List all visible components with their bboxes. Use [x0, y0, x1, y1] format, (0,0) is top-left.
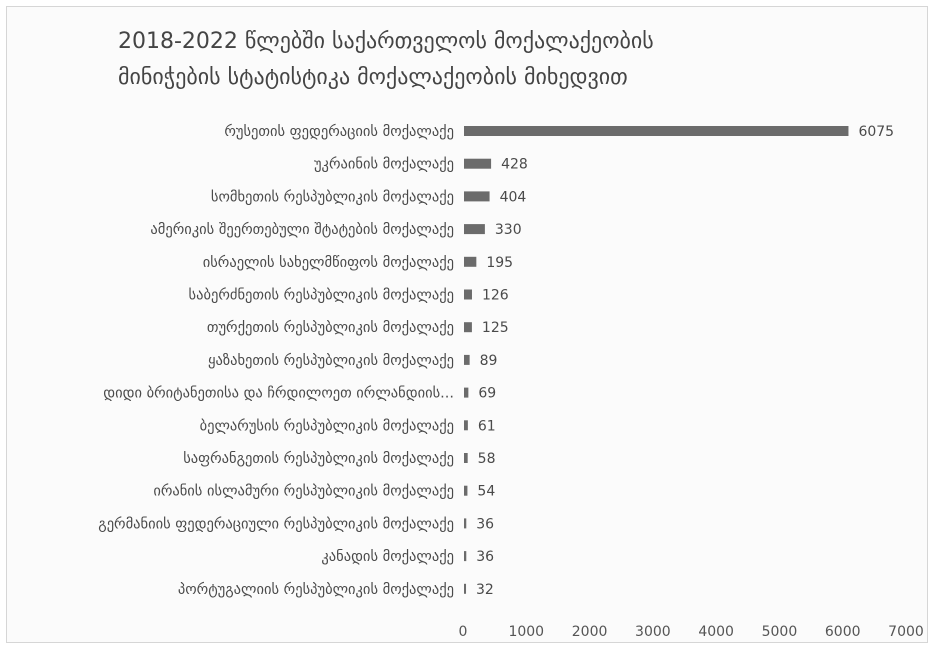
x-tick-label-3: 3000 [635, 624, 671, 640]
value-label-11: 54 [477, 484, 495, 500]
bar-3 [464, 224, 485, 235]
category-label-12: გერმანიის ფედერაციული რესპუბლიკის მოქალა… [98, 515, 454, 532]
category-label-2: სომხეთის რესპუბლიკის მოქალაქე [211, 188, 454, 205]
bar-2 [464, 191, 490, 202]
value-label-8: 69 [478, 386, 496, 402]
category-label-3: ამერიკის შეერთებული შტატების მოქალაქე [150, 221, 454, 238]
category-label-4: ისრაელის სახელმწიფოს მოქალაქე [203, 254, 454, 271]
category-label-1: უკრაინის მოქალაქე [314, 156, 454, 173]
bar-8 [464, 387, 469, 398]
category-label-9: ბელარუსის რესპუბლიკის მოქალაქე [200, 417, 454, 434]
value-label-3: 330 [495, 222, 522, 238]
bar-10 [464, 453, 468, 463]
x-tick-label-7: 7000 [888, 624, 924, 640]
x-tick-label-6: 6000 [825, 624, 861, 640]
value-label-7: 89 [480, 353, 498, 369]
category-label-11: ირანის ისლამური რესპუბლიკის მოქალაქე [153, 483, 454, 500]
category-labels: რუსეთის ფედერაციის მოქალაქე უკრაინის მოქა… [98, 123, 454, 598]
category-label-0: რუსეთის ფედერაციის მოქალაქე [224, 123, 454, 140]
bar-9 [464, 420, 468, 431]
value-label-0: 6075 [858, 124, 894, 140]
x-tick-label-5: 5000 [762, 624, 798, 640]
value-labels: 6075 428 404 330 195 126 125 89 69 61 58 54 36 36 32 [476, 124, 894, 598]
category-label-10: საფრანგეთის რესპუბლიკის მოქალაქე [183, 450, 454, 467]
value-label-6: 125 [482, 320, 509, 336]
bar-13 [464, 551, 467, 562]
category-label-13: კანადის მოქალაქე [321, 549, 454, 565]
bar-7 [464, 354, 470, 365]
x-tick-label-2: 2000 [572, 624, 608, 640]
bar-5 [464, 289, 472, 300]
value-label-1: 428 [501, 157, 528, 173]
bars [464, 126, 849, 594]
value-label-14: 32 [476, 582, 494, 598]
chart-title-line-1: 2018-2022 წლებში საქართველოს მოქალაქეობი… [118, 29, 654, 54]
bar-14 [464, 583, 467, 594]
value-label-13: 36 [476, 549, 494, 565]
bar-6 [464, 322, 472, 333]
x-tick-label-4: 4000 [698, 624, 734, 640]
value-label-10: 58 [478, 451, 496, 467]
chart-title: 2018-2022 წლებში საქართველოს მოქალაქეობი… [118, 24, 878, 96]
x-axis-tick-labels: 0 1000 2000 3000 4000 5000 6000 7000 [459, 624, 924, 640]
category-label-14: პორტუგალიის რესპუბლიკის მოქალაქე [178, 581, 454, 598]
bar-11 [464, 485, 468, 496]
value-label-12: 36 [476, 516, 494, 532]
category-label-7: ყაზახეთის რესპუბლიკის მოქალაქე [208, 352, 454, 369]
value-label-2: 404 [500, 189, 527, 205]
bar-4 [464, 256, 477, 267]
category-label-5: საბერძნეთის რესპუბლიკის მოქალაქე [189, 287, 454, 304]
bar-12 [464, 518, 467, 529]
chart-title-line-2: მინიჭების სტატისტიკა მოქალაქეობის მიხედვ… [118, 65, 628, 90]
value-label-4: 195 [486, 255, 513, 271]
value-label-9: 61 [478, 418, 496, 434]
bar-1 [464, 158, 492, 169]
value-label-5: 126 [482, 288, 509, 304]
category-label-6: თურქეთის რესპუბლიკის მოქალაქე [207, 319, 454, 336]
bar-0 [464, 126, 849, 136]
category-label-8: დიდი ბრიტანეთისა და ჩრდილოეთ ირლანდიის..… [103, 385, 454, 402]
x-tick-label-1: 1000 [508, 624, 544, 640]
x-tick-label-0: 0 [459, 624, 468, 640]
